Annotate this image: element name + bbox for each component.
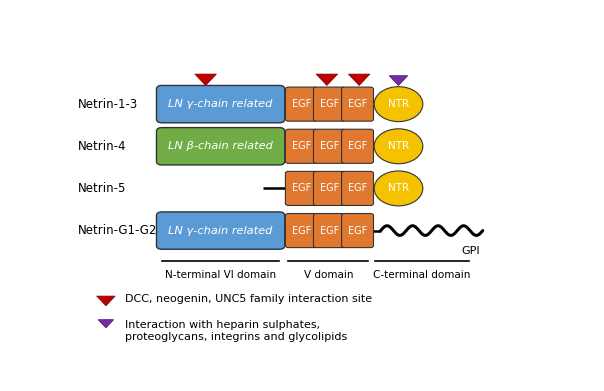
Text: Netrin-4: Netrin-4	[78, 140, 126, 153]
FancyBboxPatch shape	[156, 212, 284, 249]
Polygon shape	[195, 74, 216, 86]
Text: C-terminal domain: C-terminal domain	[373, 270, 471, 280]
Text: EGF: EGF	[320, 99, 339, 109]
Text: EGF: EGF	[292, 99, 311, 109]
FancyBboxPatch shape	[156, 127, 284, 165]
Text: N-terminal VI domain: N-terminal VI domain	[165, 270, 276, 280]
FancyBboxPatch shape	[313, 213, 345, 248]
Text: V domain: V domain	[304, 270, 353, 280]
Polygon shape	[97, 296, 115, 306]
Text: Netrin-G1-G2: Netrin-G1-G2	[78, 224, 157, 237]
Text: EGF: EGF	[348, 183, 367, 194]
FancyBboxPatch shape	[342, 129, 373, 163]
Ellipse shape	[374, 87, 423, 122]
Polygon shape	[316, 74, 338, 86]
FancyBboxPatch shape	[313, 171, 345, 205]
FancyBboxPatch shape	[342, 213, 373, 248]
Ellipse shape	[374, 129, 423, 164]
FancyBboxPatch shape	[286, 129, 317, 163]
Text: EGF: EGF	[292, 183, 311, 194]
Text: EGF: EGF	[320, 226, 339, 235]
Text: EGF: EGF	[320, 183, 339, 194]
Text: LN β-chain related: LN β-chain related	[168, 141, 273, 151]
FancyBboxPatch shape	[286, 213, 317, 248]
Ellipse shape	[374, 171, 423, 206]
Text: LN γ-chain related: LN γ-chain related	[169, 226, 273, 235]
Text: EGF: EGF	[348, 99, 367, 109]
Text: NTR: NTR	[388, 183, 409, 194]
Text: DCC, neogenin, UNC5 family interaction site: DCC, neogenin, UNC5 family interaction s…	[124, 294, 372, 304]
Polygon shape	[98, 320, 114, 328]
Text: Netrin-5: Netrin-5	[78, 182, 126, 195]
Text: EGF: EGF	[320, 141, 339, 151]
FancyBboxPatch shape	[286, 87, 317, 121]
FancyBboxPatch shape	[342, 171, 373, 205]
FancyBboxPatch shape	[156, 86, 284, 123]
Text: GPI: GPI	[461, 246, 480, 256]
Text: EGF: EGF	[348, 141, 367, 151]
FancyBboxPatch shape	[286, 171, 317, 205]
FancyBboxPatch shape	[313, 87, 345, 121]
FancyBboxPatch shape	[342, 87, 373, 121]
Text: EGF: EGF	[292, 141, 311, 151]
Text: Netrin-1-3: Netrin-1-3	[78, 98, 138, 111]
Text: LN γ-chain related: LN γ-chain related	[169, 99, 273, 109]
Text: NTR: NTR	[388, 99, 409, 109]
Text: Interaction with heparin sulphates,
proteoglycans, integrins and glycolipids: Interaction with heparin sulphates, prot…	[124, 320, 347, 342]
Text: EGF: EGF	[292, 226, 311, 235]
Polygon shape	[349, 74, 370, 86]
FancyBboxPatch shape	[313, 129, 345, 163]
Polygon shape	[389, 76, 408, 86]
Text: EGF: EGF	[348, 226, 367, 235]
Text: NTR: NTR	[388, 141, 409, 151]
